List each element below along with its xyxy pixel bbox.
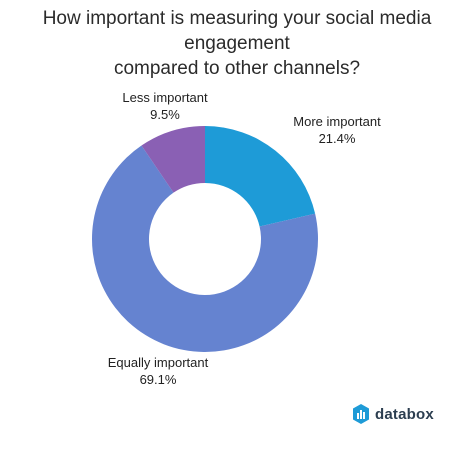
slice-label-more-important: More important 21.4% [282,113,392,147]
donut-slice-less-important [141,126,205,193]
slice-label-less-important-value: 9.5% [150,107,180,122]
slice-label-equally-important-value: 69.1% [139,372,177,387]
databox-brand-name: databox [375,405,434,423]
slice-label-more-important-value: 21.4% [318,131,356,146]
chart-title-line-2: compared to other channels? [113,58,361,79]
chart-title: How important is measuring your social m… [0,6,474,81]
donut-slices [91,126,319,352]
donut-slice-equally-important [91,145,319,352]
databox-logo-icon [353,404,369,424]
donut-slice-more-important [205,126,316,227]
databox-brand: databox [352,403,434,425]
slice-label-less-important: Less important 9.5% [110,89,220,123]
slice-label-equally-important: Equally important 69.1% [88,354,228,388]
slice-label-less-important-name: Less important [122,90,208,105]
slice-label-equally-important-name: Equally important [107,355,209,370]
slice-label-more-important-name: More important [293,114,381,129]
chart-title-line-1: How important is measuring your social m… [42,8,432,54]
